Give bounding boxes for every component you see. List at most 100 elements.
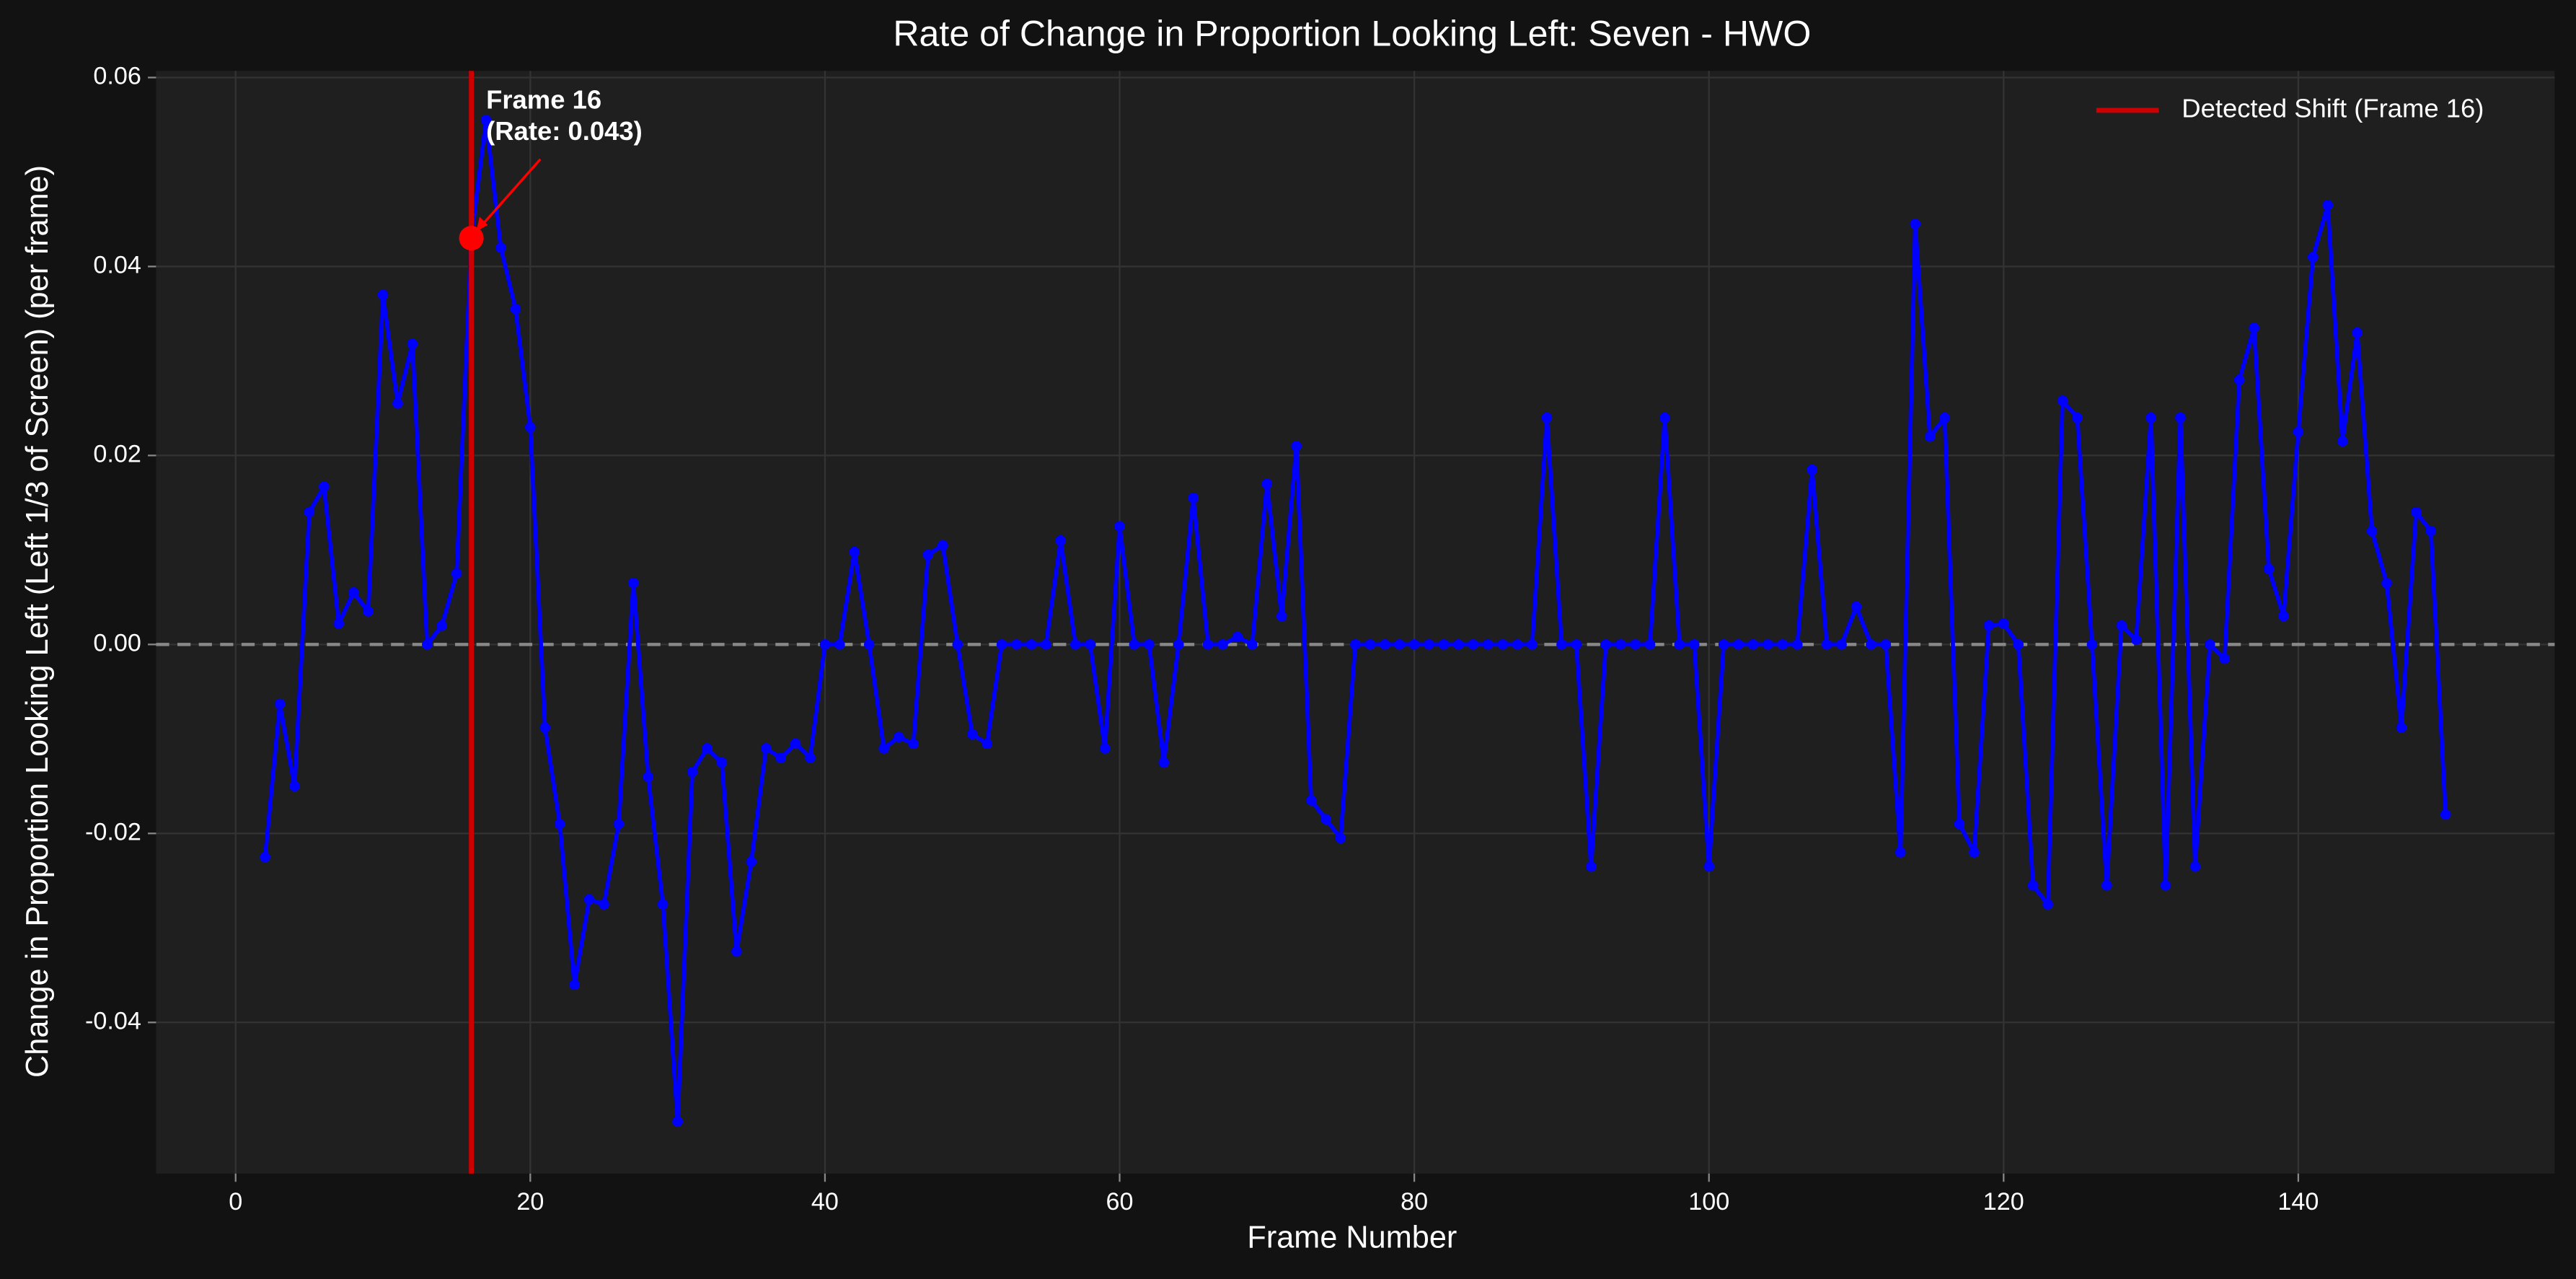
data-point — [1674, 639, 1685, 650]
data-point — [1011, 639, 1022, 650]
data-point — [1114, 521, 1125, 532]
data-point — [1998, 618, 2009, 629]
data-point — [2396, 722, 2407, 733]
data-point — [2440, 809, 2451, 820]
data-point — [1497, 639, 1508, 650]
data-point — [525, 421, 536, 433]
data-point — [1585, 861, 1597, 872]
data-point — [333, 618, 345, 629]
data-point — [1600, 639, 1611, 650]
data-point — [1379, 639, 1390, 650]
data-point — [1482, 639, 1494, 650]
data-point — [1129, 639, 1140, 650]
data-point — [363, 606, 374, 617]
annotation-text: (Rate: 0.043) — [486, 116, 643, 146]
data-point — [2352, 327, 2363, 338]
data-point — [760, 743, 772, 754]
data-point — [2086, 639, 2098, 650]
data-point — [2189, 861, 2201, 872]
data-point — [495, 242, 506, 253]
data-point — [1644, 639, 1656, 650]
data-point — [1232, 631, 1243, 643]
data-point — [2101, 880, 2112, 891]
data-point — [819, 639, 831, 650]
data-point — [1276, 610, 1287, 622]
chart-title: Rate of Change in Proportion Looking Lef… — [893, 14, 1811, 54]
data-point — [1747, 639, 1759, 650]
data-point — [952, 639, 963, 650]
data-point — [2013, 639, 2024, 650]
data-point — [1866, 639, 1876, 650]
data-point — [1364, 639, 1376, 650]
data-point — [569, 979, 580, 990]
data-point — [2263, 563, 2275, 574]
data-point — [1703, 861, 1715, 872]
data-point — [982, 738, 992, 750]
data-point — [1394, 639, 1405, 650]
y-tick-label: -0.02 — [85, 818, 141, 845]
data-point — [2293, 426, 2304, 437]
annotation-arrowhead — [476, 216, 488, 232]
data-point — [2027, 880, 2039, 891]
data-point — [1733, 639, 1744, 650]
data-point — [1202, 639, 1214, 650]
data-point — [1424, 639, 1434, 650]
data-point — [1821, 639, 1832, 650]
data-point — [510, 304, 521, 315]
data-point — [1954, 818, 1965, 830]
data-point — [1659, 412, 1670, 423]
data-point — [1261, 478, 1273, 489]
data-point — [539, 722, 551, 733]
data-point — [1571, 639, 1582, 650]
data-point — [1880, 639, 1892, 650]
data-point — [2337, 436, 2348, 447]
x-tick-label: 0 — [229, 1188, 242, 1216]
data-point — [731, 946, 742, 957]
data-point — [2057, 395, 2068, 406]
data-point — [2116, 620, 2127, 631]
data-point — [1836, 639, 1847, 650]
data-point — [1158, 757, 1170, 768]
y-tick-label: 0.06 — [93, 62, 141, 89]
data-point — [1777, 639, 1788, 650]
data-point — [775, 752, 786, 763]
data-point — [1895, 847, 1906, 858]
data-point — [2425, 525, 2437, 537]
data-point — [1939, 412, 1950, 423]
data-point — [1541, 412, 1553, 423]
data-point — [304, 506, 315, 518]
data-point — [1527, 639, 1538, 650]
data-point — [834, 639, 845, 650]
y-tick-label: 0.02 — [93, 440, 141, 467]
x-tick-label: 120 — [1983, 1188, 2024, 1216]
data-point — [1468, 639, 1479, 650]
data-point — [260, 851, 270, 863]
data-point — [2366, 525, 2378, 537]
data-point — [893, 731, 904, 743]
y-axis-label: Change in Proportion Looking Left (Left … — [20, 165, 55, 1078]
annotation-text: Frame 16 — [486, 85, 601, 115]
data-point — [1320, 814, 1331, 825]
legend-label: Detected Shift (Frame 16) — [2182, 94, 2484, 123]
x-tick-label: 140 — [2277, 1188, 2319, 1216]
data-point — [2042, 899, 2053, 910]
data-point — [672, 1116, 683, 1128]
x-tick-label: 40 — [811, 1188, 839, 1216]
highlight-point — [459, 226, 484, 251]
data-point — [1718, 639, 1729, 650]
data-point — [1099, 743, 1111, 754]
data-point — [2381, 577, 2392, 589]
data-point — [2411, 506, 2422, 518]
data-point — [2160, 880, 2171, 891]
x-tick-label: 100 — [1688, 1188, 1729, 1216]
data-point — [628, 577, 639, 589]
data-point — [407, 338, 418, 350]
data-point — [716, 757, 728, 768]
data-point — [2322, 199, 2334, 211]
data-point — [1291, 441, 1302, 452]
data-point — [1512, 639, 1523, 650]
y-tick-label: 0.00 — [93, 629, 141, 656]
data-point — [554, 818, 565, 830]
data-point — [687, 766, 698, 778]
